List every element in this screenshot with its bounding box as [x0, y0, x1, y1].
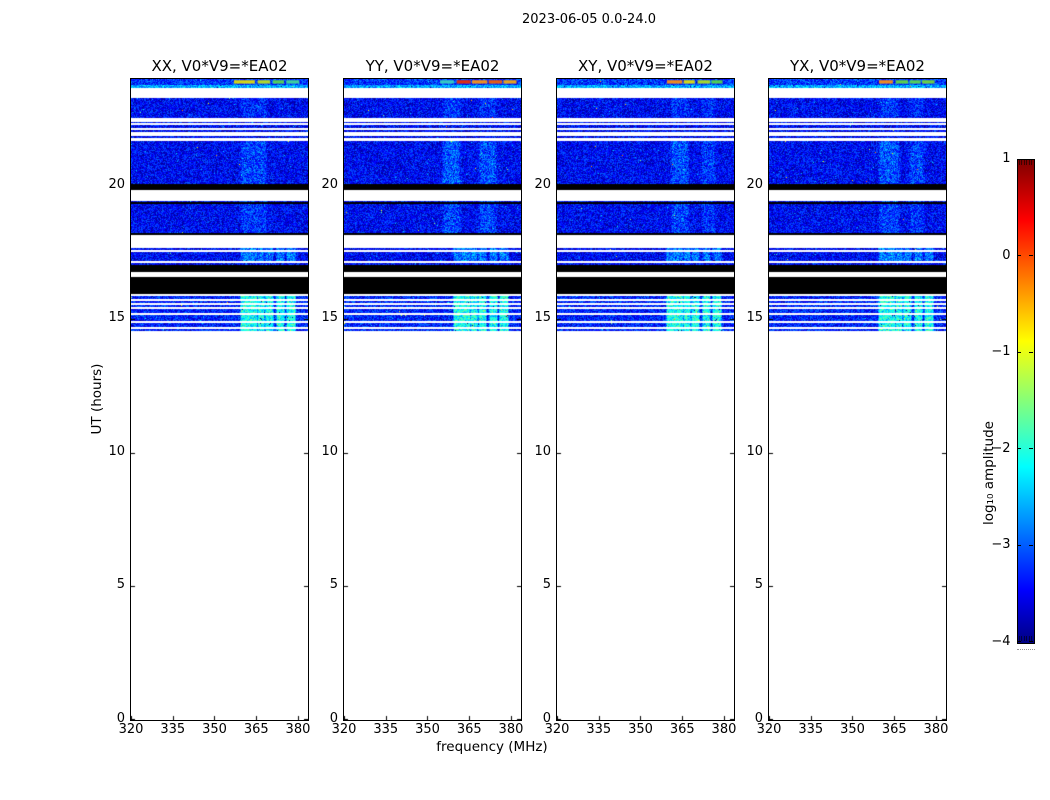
colorbar-end-hatch: [1031, 159, 1033, 165]
x-tick-label: 320: [756, 722, 782, 737]
x-axis-label: frequency (MHz): [436, 739, 548, 755]
panel-title-yx: YX, V0*V9=*EA02: [790, 57, 925, 75]
y-tick-label: 0: [116, 711, 125, 726]
y-tick-label: 0: [542, 711, 551, 726]
colorbar-minor-dots: [1016, 649, 1035, 650]
colorbar-tick-mark: [1029, 158, 1033, 160]
colorbar-tick-mark: [1029, 255, 1033, 257]
colorbar-end-hatch: [1028, 159, 1030, 165]
colorbar-tick-mark: [1016, 158, 1021, 160]
colorbar-tick-label: 1: [1002, 151, 1011, 166]
colorbar-tick-mark: [1029, 448, 1033, 450]
x-tick-label: 365: [669, 722, 695, 737]
y-tick-label: 5: [542, 577, 551, 593]
y-tick-label: 20: [534, 176, 551, 192]
y-tick-label: 15: [746, 310, 763, 326]
y-axis-label: UT (hours): [89, 363, 105, 435]
y-tick-label: 15: [108, 310, 125, 326]
x-tick-label: 320: [544, 722, 570, 737]
colorbar-end-hatch: [1028, 635, 1030, 641]
x-tick-label: 320: [118, 722, 144, 737]
x-tick-label: 350: [415, 722, 440, 737]
colorbar-end-hatch: [1026, 635, 1028, 641]
y-tick-label: 5: [116, 577, 125, 593]
colorbar-tick-mark: [1029, 640, 1033, 642]
colorbar-end-hatch: [1026, 159, 1028, 165]
y-tick-label: 20: [321, 176, 338, 192]
colorbar-tick-mark: [1016, 448, 1021, 450]
panel-yy: [343, 77, 522, 721]
y-tick-label: 20: [108, 176, 125, 192]
x-tick-label: 365: [881, 722, 907, 737]
spectrogram-canvas-yx: [769, 78, 946, 720]
x-tick-label: 335: [586, 722, 612, 737]
y-tick-label: 10: [534, 443, 551, 459]
y-tick-label: 10: [321, 443, 338, 459]
colorbar-tick-label: −3: [991, 537, 1011, 553]
colorbar-tick-label: 0: [1002, 247, 1011, 263]
panel-yx: [768, 77, 947, 721]
x-tick-label: 380: [285, 722, 311, 737]
colorbar-tick-mark: [1016, 544, 1021, 546]
panel-xx: [130, 77, 309, 721]
colorbar-label: log₁₀ amplitude: [981, 421, 997, 525]
colorbar-end-hatch: [1018, 159, 1020, 165]
colorbar-tick-label: −2: [991, 440, 1011, 456]
colorbar-tick-mark: [1029, 351, 1033, 353]
colorbar-end-hatch: [1023, 635, 1025, 641]
colorbar-tick-mark: [1016, 640, 1021, 642]
x-tick-label: 365: [243, 722, 269, 737]
y-tick-label: 5: [754, 577, 763, 593]
x-tick-label: 335: [373, 722, 399, 737]
x-tick-label: 350: [628, 722, 653, 737]
colorbar-tick-mark: [1016, 351, 1021, 353]
y-tick-label: 15: [534, 310, 551, 326]
spectrogram-canvas-xy: [557, 78, 734, 720]
colorbar: [1016, 158, 1035, 644]
colorbar-end-hatch: [1021, 159, 1023, 165]
colorbar-end-hatch: [1031, 635, 1033, 641]
x-tick-label: 320: [331, 722, 357, 737]
y-tick-label: 20: [746, 176, 763, 192]
colorbar-tick-label: −1: [991, 344, 1011, 360]
panel-xy: [556, 77, 735, 721]
panel-title-xx: XX, V0*V9=*EA02: [151, 57, 288, 75]
panel-title-yy: YY, V0*V9=*EA02: [365, 57, 500, 75]
x-tick-label: 350: [202, 722, 227, 737]
x-tick-label: 380: [711, 722, 737, 737]
x-tick-label: 350: [840, 722, 865, 737]
colorbar-tick-label: −4: [991, 634, 1011, 649]
colorbar-end-hatch: [1021, 635, 1023, 641]
spectrogram-canvas-xx: [131, 78, 308, 720]
y-tick-label: 0: [329, 711, 338, 726]
y-tick-label: 10: [746, 443, 763, 459]
x-tick-label: 335: [160, 722, 186, 737]
colorbar-end-hatch: [1023, 159, 1025, 165]
x-tick-label: 380: [923, 722, 949, 737]
colorbar-tick-mark: [1016, 255, 1021, 257]
x-tick-label: 380: [498, 722, 524, 737]
spectrogram-canvas-yy: [344, 78, 521, 720]
x-tick-label: 365: [456, 722, 482, 737]
figure-title: 2023-06-05 0.0-24.0: [522, 12, 656, 27]
x-tick-label: 335: [798, 722, 824, 737]
colorbar-tick-mark: [1029, 544, 1033, 546]
y-tick-label: 10: [108, 443, 125, 459]
y-tick-label: 0: [754, 711, 763, 726]
colorbar-end-hatch: [1018, 635, 1020, 641]
panel-title-xy: XY, V0*V9=*EA02: [578, 57, 713, 75]
y-tick-label: 5: [329, 577, 338, 593]
y-tick-label: 15: [321, 310, 338, 326]
